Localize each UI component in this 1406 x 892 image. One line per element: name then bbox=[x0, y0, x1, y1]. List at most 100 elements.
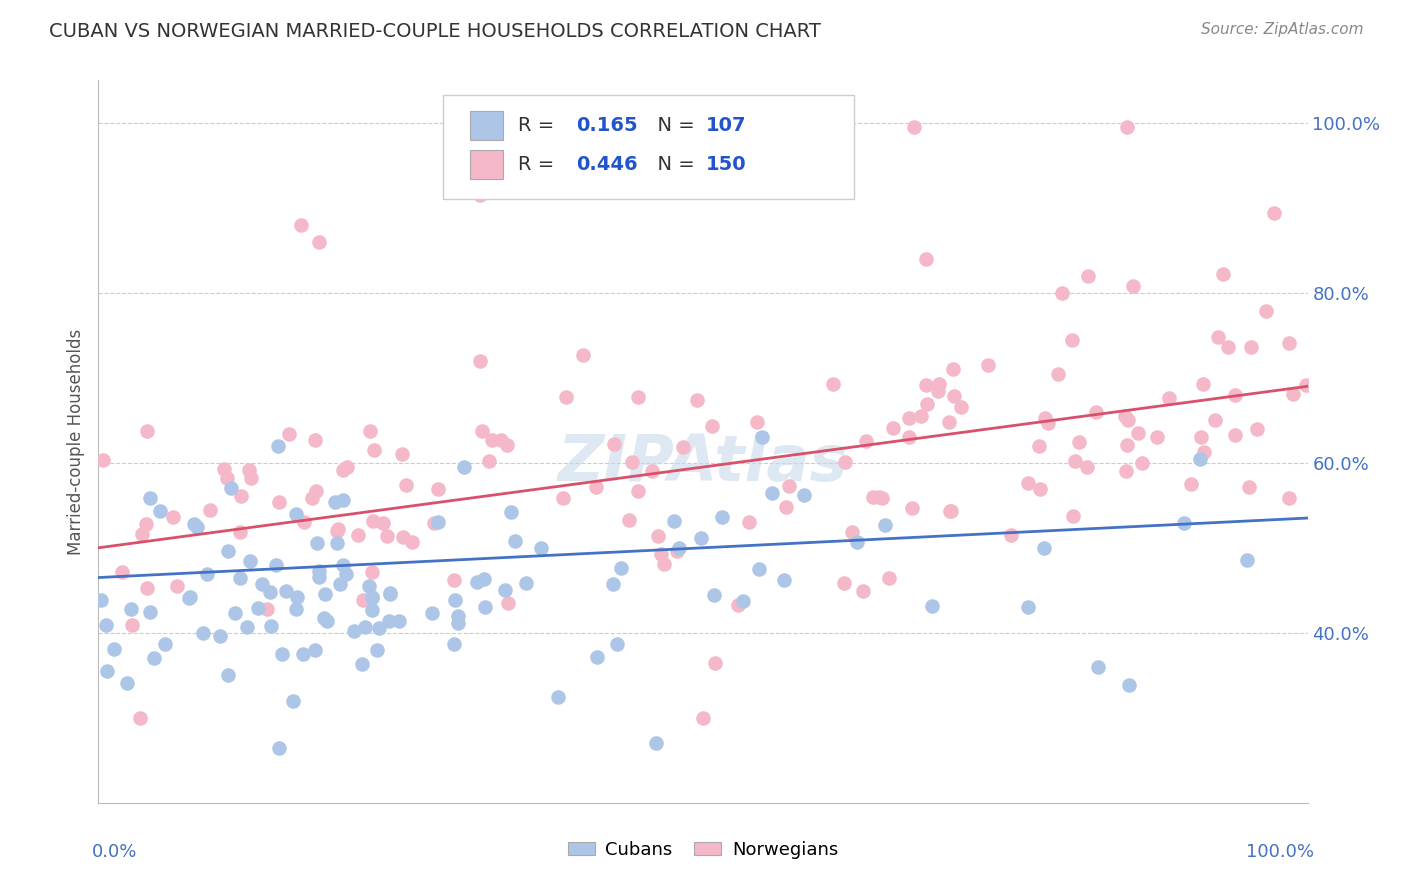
Text: ZIPAtlas: ZIPAtlas bbox=[558, 433, 848, 494]
Point bbox=[1206, 329, 1229, 343]
Point bbox=[209, 630, 232, 644]
Point bbox=[1017, 476, 1039, 491]
Point bbox=[875, 518, 897, 533]
Point bbox=[917, 396, 939, 410]
Point bbox=[731, 594, 754, 608]
Point bbox=[690, 531, 713, 545]
Point bbox=[927, 384, 949, 398]
Point bbox=[1036, 416, 1059, 430]
Point bbox=[281, 694, 304, 708]
Point bbox=[342, 624, 364, 638]
Point bbox=[654, 557, 676, 571]
Point bbox=[704, 656, 727, 670]
Point bbox=[761, 486, 783, 500]
Point bbox=[217, 668, 239, 682]
Point bbox=[711, 510, 734, 524]
Point bbox=[1173, 516, 1195, 530]
Point bbox=[1225, 388, 1247, 402]
Text: N =: N = bbox=[645, 155, 702, 174]
Point bbox=[472, 572, 495, 586]
Point bbox=[1204, 413, 1226, 427]
Point bbox=[499, 505, 522, 519]
Point bbox=[495, 438, 517, 452]
Point bbox=[229, 571, 252, 585]
Point bbox=[834, 455, 856, 469]
Point bbox=[391, 530, 413, 544]
Text: 100.0%: 100.0% bbox=[1246, 843, 1313, 861]
Point bbox=[1188, 452, 1211, 467]
Point bbox=[1128, 425, 1150, 440]
Point bbox=[617, 513, 640, 527]
Bar bbox=[470, 151, 503, 179]
Point bbox=[304, 433, 326, 447]
Point bbox=[332, 462, 354, 476]
FancyBboxPatch shape bbox=[443, 95, 855, 200]
Point bbox=[361, 514, 384, 528]
Point bbox=[239, 554, 262, 568]
Point bbox=[647, 528, 669, 542]
Point bbox=[943, 389, 966, 403]
Point bbox=[745, 416, 768, 430]
Point bbox=[1116, 438, 1139, 452]
Point bbox=[378, 587, 401, 601]
Point bbox=[1130, 456, 1153, 470]
Point bbox=[326, 535, 349, 549]
Point bbox=[326, 524, 349, 538]
Point bbox=[474, 599, 496, 614]
Point bbox=[845, 535, 868, 549]
Point bbox=[1062, 509, 1084, 524]
Point bbox=[1157, 391, 1180, 405]
Point bbox=[308, 570, 330, 584]
Point bbox=[166, 579, 188, 593]
Point bbox=[292, 516, 315, 530]
Point bbox=[915, 252, 938, 266]
Point bbox=[236, 620, 259, 634]
Point bbox=[645, 736, 668, 750]
Point bbox=[897, 411, 920, 425]
Point bbox=[503, 533, 526, 548]
Point bbox=[686, 393, 709, 408]
Point bbox=[1046, 367, 1069, 381]
Point bbox=[775, 500, 797, 515]
Point bbox=[443, 592, 465, 607]
Point bbox=[308, 565, 330, 579]
Point bbox=[1077, 268, 1099, 283]
Point bbox=[1033, 410, 1056, 425]
Point bbox=[585, 480, 607, 494]
Point bbox=[250, 577, 273, 591]
Point bbox=[329, 577, 352, 591]
Point bbox=[239, 471, 262, 485]
Point bbox=[238, 463, 260, 477]
Point bbox=[177, 591, 200, 605]
Point bbox=[395, 477, 418, 491]
Point bbox=[1212, 268, 1234, 282]
Point bbox=[773, 573, 796, 587]
Point bbox=[162, 510, 184, 524]
Point bbox=[478, 454, 501, 468]
Point bbox=[314, 587, 336, 601]
Point bbox=[470, 188, 492, 202]
Point bbox=[388, 614, 411, 628]
Point bbox=[496, 596, 519, 610]
Point bbox=[427, 515, 450, 529]
Point bbox=[1281, 386, 1303, 401]
Point bbox=[692, 711, 714, 725]
Point bbox=[928, 377, 950, 392]
Point bbox=[586, 649, 609, 664]
Point bbox=[1116, 413, 1139, 427]
Text: 107: 107 bbox=[706, 116, 747, 136]
Text: R =: R = bbox=[517, 116, 561, 136]
Point bbox=[603, 437, 626, 451]
Point bbox=[267, 439, 290, 453]
Point bbox=[117, 676, 139, 690]
Point bbox=[447, 609, 470, 624]
Point bbox=[1189, 430, 1212, 444]
Point bbox=[1076, 460, 1098, 475]
Point bbox=[135, 517, 157, 532]
Point bbox=[1192, 444, 1215, 458]
Point bbox=[606, 637, 628, 651]
Point bbox=[1278, 335, 1301, 350]
Point bbox=[1000, 528, 1022, 542]
Point bbox=[447, 616, 470, 631]
Point bbox=[363, 442, 385, 457]
